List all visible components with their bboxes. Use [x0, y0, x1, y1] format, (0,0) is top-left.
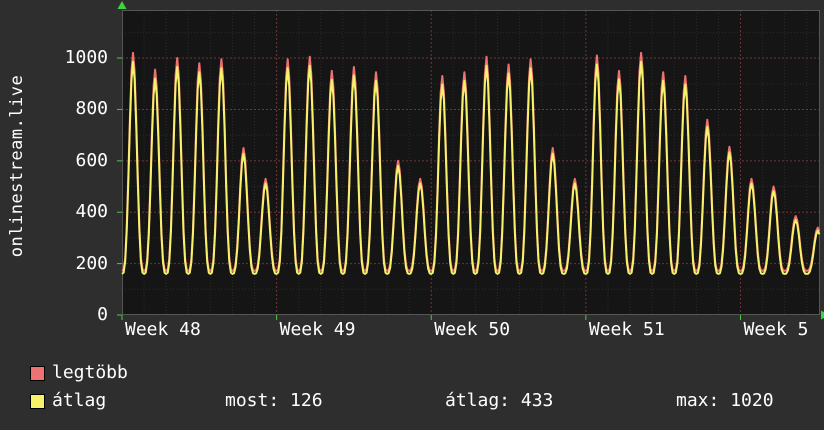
legend-label-atlag: átlag [52, 390, 107, 411]
stat-most-value: 126 [290, 390, 323, 411]
y-axis-label: 1000 [64, 47, 108, 69]
x-axis-label: Week 51 [588, 319, 665, 340]
x-axis-arrow-icon [821, 310, 824, 320]
stat-max: max: 1020 [676, 391, 774, 411]
plot-svg [117, 1, 824, 320]
legend-swatch-atlag [30, 394, 45, 409]
y-axis-label: 600 [75, 149, 108, 171]
y-axis-label: 0 [97, 304, 108, 325]
x-axis-label: Week 49 [279, 319, 356, 340]
x-axis-label: Week 48 [125, 319, 201, 340]
stat-atlag-label: átlag: [445, 390, 511, 411]
plot-area [117, 1, 824, 320]
stat-most: most: 126 [225, 391, 323, 411]
y-axis-arrow-icon [117, 1, 127, 9]
y-axis-label: 800 [75, 98, 108, 120]
vertical-axis-title: onlinestream.live [7, 74, 27, 258]
y-axis-label: 400 [75, 201, 108, 223]
stat-atlag: átlag: 433 [445, 391, 553, 411]
x-axis-label: Week 5 [743, 319, 809, 340]
y-axis-label: 200 [75, 252, 108, 274]
legend-label-legtobb: legtöbb [52, 362, 128, 383]
stat-most-label: most: [225, 390, 280, 411]
stat-max-value: 1020 [730, 390, 774, 411]
stat-atlag-value: 433 [520, 390, 554, 411]
atlag-line [121, 60, 821, 275]
stat-max-label: max: [676, 390, 720, 411]
x-axis-label: Week 50 [434, 319, 511, 340]
legend-swatch-legtobb [30, 366, 45, 381]
plot-border [122, 10, 820, 315]
